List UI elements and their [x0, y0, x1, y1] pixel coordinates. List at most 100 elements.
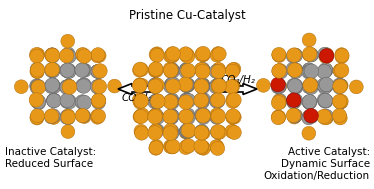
Circle shape — [212, 77, 226, 91]
Circle shape — [228, 110, 241, 124]
Circle shape — [180, 64, 193, 77]
Circle shape — [317, 109, 331, 124]
Circle shape — [46, 50, 59, 63]
Circle shape — [75, 108, 90, 123]
Circle shape — [47, 111, 61, 124]
Circle shape — [272, 47, 286, 62]
Circle shape — [195, 77, 209, 91]
Circle shape — [148, 95, 162, 109]
Circle shape — [319, 109, 332, 123]
Circle shape — [319, 77, 334, 92]
Circle shape — [286, 93, 301, 107]
Circle shape — [317, 64, 331, 79]
Circle shape — [287, 48, 301, 62]
Circle shape — [78, 49, 91, 63]
Circle shape — [179, 95, 193, 110]
Circle shape — [62, 79, 76, 92]
Circle shape — [165, 63, 179, 77]
Circle shape — [133, 93, 147, 107]
Circle shape — [194, 125, 208, 139]
Text: Oxidation/Reduction: Oxidation/Reduction — [264, 171, 370, 181]
Circle shape — [59, 48, 74, 63]
Circle shape — [179, 140, 193, 154]
Circle shape — [78, 110, 91, 123]
Circle shape — [333, 111, 347, 125]
Circle shape — [197, 64, 210, 77]
Circle shape — [62, 63, 76, 76]
Circle shape — [179, 93, 193, 107]
Circle shape — [150, 110, 163, 123]
Circle shape — [320, 80, 333, 93]
Circle shape — [182, 79, 195, 92]
Circle shape — [273, 95, 287, 109]
Circle shape — [32, 96, 46, 110]
Circle shape — [179, 125, 192, 138]
Circle shape — [30, 95, 44, 108]
Circle shape — [179, 110, 192, 123]
Circle shape — [61, 111, 75, 125]
Circle shape — [30, 49, 44, 63]
Circle shape — [210, 48, 224, 62]
Circle shape — [288, 48, 303, 63]
Circle shape — [211, 125, 225, 139]
Circle shape — [150, 94, 165, 109]
Circle shape — [46, 48, 59, 61]
Circle shape — [62, 49, 76, 63]
Circle shape — [196, 62, 210, 76]
Circle shape — [165, 78, 179, 91]
Circle shape — [302, 126, 316, 140]
Circle shape — [196, 46, 210, 61]
Circle shape — [197, 64, 210, 77]
Circle shape — [226, 109, 240, 123]
Circle shape — [132, 93, 146, 107]
Circle shape — [194, 78, 208, 92]
Circle shape — [179, 94, 193, 108]
Circle shape — [149, 108, 162, 122]
Circle shape — [333, 64, 347, 78]
Circle shape — [287, 78, 300, 91]
Circle shape — [182, 65, 195, 78]
Circle shape — [180, 93, 193, 106]
Circle shape — [333, 95, 347, 109]
Circle shape — [166, 79, 180, 94]
Circle shape — [273, 49, 286, 62]
Circle shape — [149, 94, 163, 108]
Circle shape — [194, 108, 208, 122]
Circle shape — [163, 63, 178, 78]
Circle shape — [226, 111, 240, 124]
Circle shape — [286, 108, 301, 123]
Circle shape — [76, 109, 90, 123]
Circle shape — [163, 62, 177, 77]
Circle shape — [46, 109, 60, 123]
Circle shape — [134, 94, 148, 108]
Circle shape — [225, 80, 239, 94]
Circle shape — [195, 109, 208, 122]
Circle shape — [304, 109, 318, 123]
Circle shape — [288, 79, 302, 94]
Circle shape — [149, 77, 163, 91]
Circle shape — [303, 78, 318, 93]
Circle shape — [76, 108, 89, 122]
Circle shape — [210, 140, 224, 153]
Circle shape — [181, 110, 195, 125]
Circle shape — [272, 80, 286, 94]
Circle shape — [181, 63, 196, 78]
Circle shape — [333, 78, 347, 93]
Circle shape — [179, 125, 193, 138]
Circle shape — [287, 96, 300, 109]
Circle shape — [180, 123, 194, 138]
Circle shape — [209, 140, 223, 153]
Circle shape — [61, 81, 74, 94]
Circle shape — [211, 125, 224, 139]
Circle shape — [150, 64, 163, 77]
Circle shape — [30, 65, 44, 78]
Circle shape — [75, 63, 89, 77]
Circle shape — [318, 47, 332, 61]
Circle shape — [165, 109, 179, 122]
Circle shape — [30, 47, 43, 61]
Polygon shape — [118, 84, 155, 94]
Circle shape — [135, 78, 149, 92]
Circle shape — [197, 78, 210, 91]
Circle shape — [197, 111, 210, 124]
Circle shape — [289, 48, 302, 62]
